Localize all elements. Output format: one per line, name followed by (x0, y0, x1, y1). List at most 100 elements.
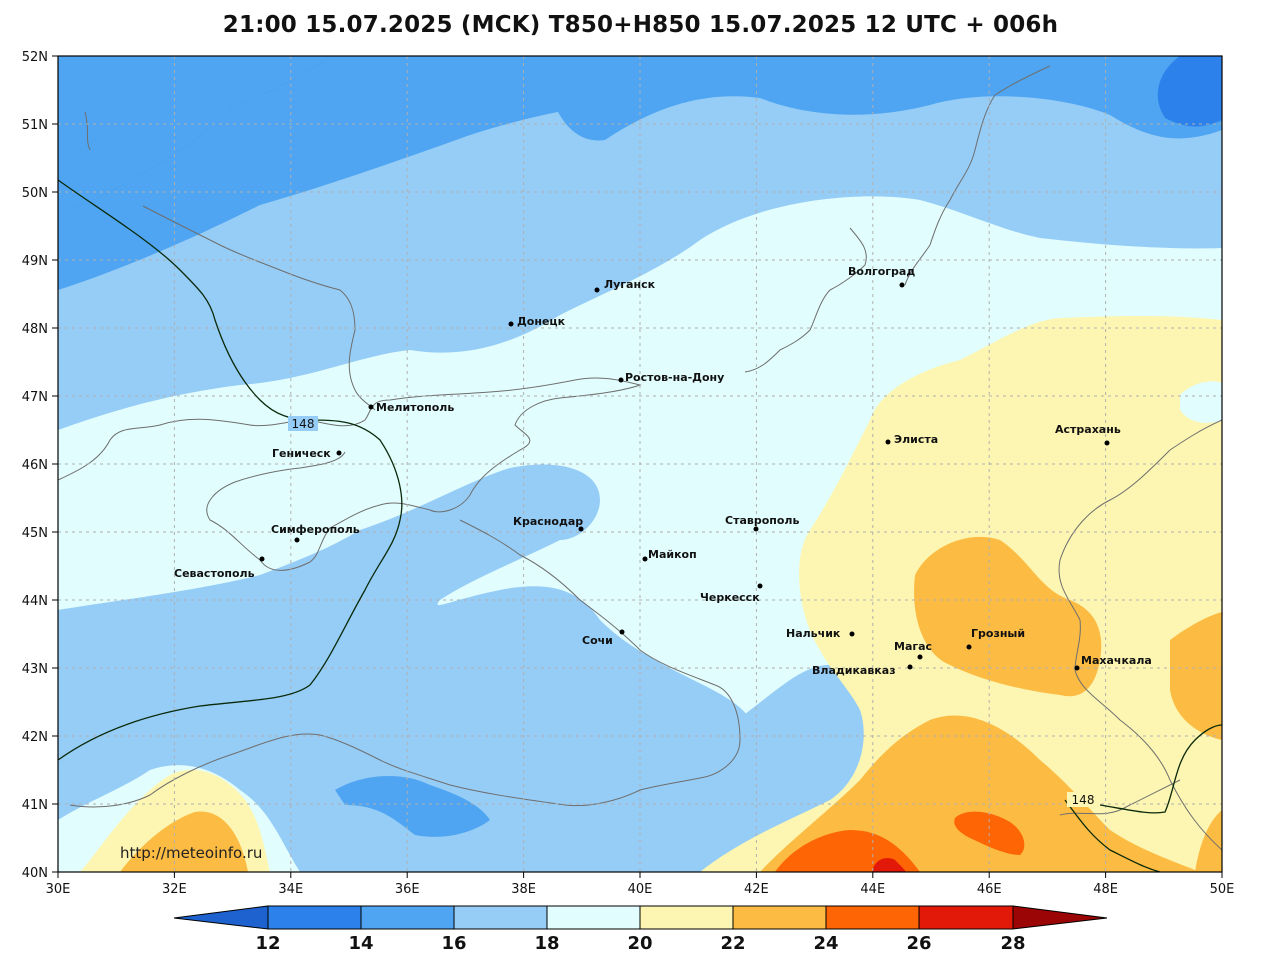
field-22-24-sw (120, 811, 248, 872)
lat-tick-label: 48N (22, 322, 48, 337)
city-makhachkala: Махачкала (1074, 654, 1152, 671)
city-astrakhan: Астрахань (1055, 423, 1121, 446)
svg-text:Волгоград: Волгоград (848, 265, 915, 278)
svg-text:Элиста: Элиста (894, 433, 938, 446)
city-sevastopol: Севастополь (174, 556, 265, 580)
svg-text:Мелитополь: Мелитополь (376, 401, 454, 414)
latitude-axis: 52N 51N 50N 49N 48N 47N 46N 45N 44N 43N … (22, 50, 58, 881)
watermark: http://meteoinfo.ru (120, 844, 262, 862)
longitude-axis: 30E 32E 34E 36E 38E 40E 42E 44E 46E 48E … (46, 872, 1235, 897)
lat-tick-label: 40N (22, 866, 48, 881)
colorbar-bin (453, 905, 548, 930)
lon-tick-label: 44E (860, 882, 885, 897)
colorbar-extend-high (1012, 905, 1108, 930)
city-markers: Волгоград Луганск Донецк Ростов-на-Дону … (174, 265, 1152, 677)
colorbar: 12 14 16 18 20 22 24 26 28 (173, 905, 1108, 954)
isohypse-148 (58, 179, 1222, 872)
lat-tick-label: 45N (22, 526, 48, 541)
lon-tick-label: 46E (977, 882, 1002, 897)
lat-tick-label: 51N (22, 118, 48, 133)
svg-text:Геническ: Геническ (272, 447, 331, 460)
svg-text:Черкесск: Черкесск (700, 591, 760, 604)
city-krasnodar: Краснодар (513, 515, 584, 532)
field-14-16-east (540, 56, 1222, 141)
field-22-24-se (1195, 810, 1222, 872)
map-title: 21:00 15.07.2025 (MCK) T850+H850 15.07.2… (222, 12, 1059, 38)
lon-tick-label: 36E (395, 882, 420, 897)
svg-text:Ставрополь: Ставрополь (725, 514, 799, 527)
colorbar-label: 18 (534, 933, 559, 954)
field-18-20-astrakhan (1180, 381, 1222, 423)
svg-text:Астрахань: Астрахань (1055, 423, 1121, 436)
colorbar-bin (918, 905, 1014, 930)
lat-tick-label: 52N (22, 50, 48, 65)
field-22-24-caucasus (914, 536, 1102, 697)
graticule (58, 56, 1222, 872)
svg-text:Владикавказ: Владикавказ (812, 664, 896, 677)
city-vladikavkaz: Владикавказ (812, 664, 913, 677)
isohypse-label-bg-2 (1067, 792, 1099, 807)
svg-text:Майкоп: Майкоп (648, 548, 697, 561)
city-sochi: Сочи (582, 629, 625, 647)
field-14-16-nw (58, 56, 330, 290)
lat-tick-label: 42N (22, 730, 48, 745)
coastlines (58, 65, 1222, 851)
lat-tick-label: 44N (22, 594, 48, 609)
svg-text:Нальчик: Нальчик (786, 627, 841, 640)
isohypse-label: 148 (292, 417, 315, 431)
colorbar-bin (267, 905, 362, 930)
colorbar-label: 22 (720, 933, 745, 954)
city-simferopol: Симферополь (271, 523, 360, 543)
city-grozny: Грозный (966, 627, 1025, 650)
lon-tick-label: 40E (628, 882, 653, 897)
lon-tick-label: 34E (278, 882, 303, 897)
isohypse-label-bg-1 (288, 416, 318, 431)
lon-tick-label: 30E (46, 882, 71, 897)
colorbar-label: 16 (441, 933, 466, 954)
colorbar-label: 14 (348, 933, 373, 954)
lon-tick-label: 32E (162, 882, 187, 897)
colorbar-label: 20 (627, 933, 652, 954)
lon-tick-label: 38E (511, 882, 536, 897)
svg-text:Ростов-на-Дону: Ростов-на-Дону (625, 371, 724, 384)
colorbar-extend-low (173, 905, 269, 930)
svg-text:Магас: Магас (894, 640, 932, 653)
isohypse-label: 148 (1072, 793, 1095, 807)
colorbar-label: 12 (255, 933, 280, 954)
colorbar-label: 26 (906, 933, 931, 954)
city-melitopol: Мелитополь (368, 401, 454, 414)
svg-text:Донецк: Донецк (517, 315, 566, 328)
city-cherkessk: Черкесск (700, 583, 763, 604)
lat-tick-label: 41N (22, 798, 48, 813)
svg-text:Сочи: Сочи (582, 634, 613, 647)
city-lugansk: Луганск (594, 278, 656, 293)
lat-tick-label: 43N (22, 662, 48, 677)
field-22-24-east-edge (1170, 612, 1222, 740)
lon-tick-label: 48E (1093, 882, 1118, 897)
colorbar-bin (732, 905, 827, 930)
city-maykop: Майкоп (642, 548, 697, 562)
lat-tick-label: 47N (22, 390, 48, 405)
lat-tick-label: 49N (22, 254, 48, 269)
colorbar-label: 28 (1000, 933, 1025, 954)
city-nalchik: Нальчик (786, 627, 855, 640)
svg-text:Севастополь: Севастополь (174, 567, 255, 580)
svg-text:Симферополь: Симферополь (271, 523, 360, 536)
city-magas: Магас (894, 640, 932, 660)
colorbar-bin (360, 905, 455, 930)
lon-tick-label: 42E (744, 882, 769, 897)
city-volgograd: Волгоград (848, 265, 915, 288)
field-12-14-ne (1157, 56, 1222, 127)
city-donetsk: Донецк (508, 315, 566, 328)
colorbar-bin (825, 905, 920, 930)
city-stavropol: Ставрополь (725, 514, 799, 532)
colorbar-bin (546, 905, 641, 930)
field-26-28-spot (872, 858, 906, 872)
svg-text:Краснодар: Краснодар (513, 515, 583, 528)
city-genichesk: Геническ (272, 447, 342, 460)
svg-text:Грозный: Грозный (971, 627, 1025, 640)
lat-tick-label: 46N (22, 458, 48, 473)
colorbar-bin (639, 905, 734, 930)
lon-tick-label: 50E (1210, 882, 1235, 897)
